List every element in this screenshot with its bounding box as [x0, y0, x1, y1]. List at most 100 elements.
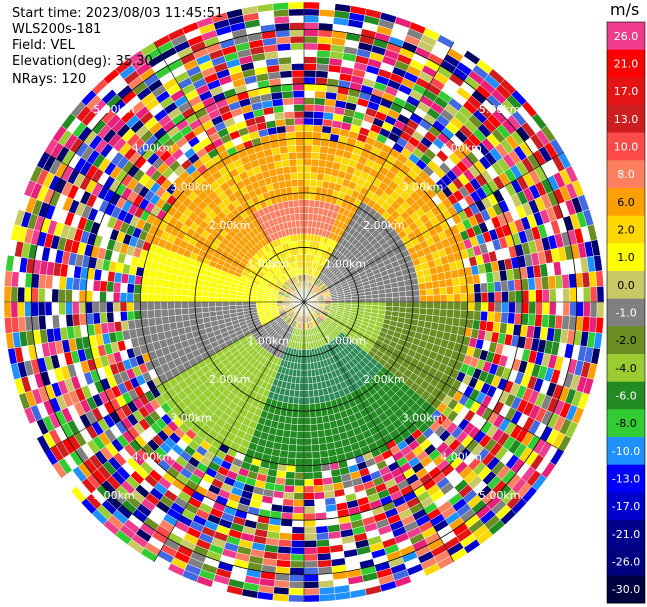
- velocity-gate: [278, 56, 292, 65]
- velocity-gate: [445, 316, 454, 326]
- velocity-gate: [17, 316, 27, 333]
- velocity-gate: [303, 519, 317, 528]
- velocity-gate: [487, 301, 496, 313]
- velocity-gate: [282, 498, 294, 507]
- velocity-gate: [44, 301, 53, 316]
- velocity-gate: [303, 42, 318, 51]
- velocity-gate: [431, 315, 440, 324]
- velocity-gate: [160, 286, 169, 296]
- velocity-gate: [289, 567, 305, 575]
- velocity-gate: [307, 369, 313, 378]
- velocity-gate: [555, 301, 564, 316]
- velocity-gate: [316, 43, 332, 52]
- velocity-gate: [85, 312, 95, 326]
- velocity-gate: [358, 301, 366, 306]
- velocity-gate: [4, 317, 13, 334]
- velocity-gate: [299, 213, 305, 221]
- velocity-gate: [300, 356, 305, 364]
- velocity-gate: [65, 313, 74, 328]
- velocity-gate: [300, 240, 305, 248]
- velocity-gate: [317, 166, 326, 175]
- velocity-gate: [412, 301, 421, 309]
- velocity-gate: [303, 172, 312, 180]
- velocity-gate: [316, 422, 325, 432]
- velocity-gate: [292, 90, 305, 98]
- velocity-gate: [385, 301, 393, 307]
- velocity-gate: [17, 301, 26, 318]
- velocity-gate: [306, 355, 311, 364]
- velocity-gate: [194, 301, 203, 308]
- velocity-gate: [281, 90, 294, 99]
- velocity-gate: [147, 277, 157, 287]
- velocity-gate: [221, 297, 230, 303]
- velocity-gate: [181, 301, 189, 309]
- velocity-gate: [535, 301, 543, 315]
- velocity-gate: [140, 293, 148, 303]
- velocity-gate: [419, 307, 427, 316]
- velocity-gate: [288, 444, 297, 453]
- velocity-gate: [297, 417, 305, 425]
- velocity-gate: [288, 206, 295, 215]
- velocity-gate: [309, 417, 318, 425]
- velocity-gate: [181, 288, 189, 297]
- velocity-gate: [37, 301, 46, 317]
- velocity-gate: [316, 172, 325, 182]
- velocity-gate: [295, 458, 305, 466]
- velocity-gate: [419, 301, 427, 309]
- velocity-gate: [365, 301, 373, 306]
- velocity-gate: [153, 301, 162, 311]
- velocity-gate: [174, 314, 184, 323]
- velocity-gate: [51, 275, 61, 290]
- velocity-gate: [153, 309, 162, 318]
- velocity-gate: [133, 283, 142, 294]
- velocity-gate: [290, 42, 305, 51]
- velocity-gate: [58, 288, 66, 303]
- velocity-gate: [292, 192, 299, 201]
- velocity-gate: [126, 310, 135, 321]
- velocity-gate: [112, 291, 121, 303]
- velocity-gate: [24, 287, 32, 303]
- velocity-gate: [293, 499, 305, 507]
- velocity-gate: [289, 430, 298, 439]
- velocity-gate: [292, 506, 305, 514]
- velocity-gate: [547, 314, 557, 329]
- velocity-gate: [51, 288, 60, 303]
- velocity-gate: [174, 281, 184, 290]
- velocity-gate: [426, 301, 434, 310]
- velocity-gate: [235, 301, 243, 306]
- velocity-gate: [295, 444, 305, 453]
- velocity-gate: [174, 301, 182, 310]
- velocity-gate: [282, 166, 291, 175]
- velocity-gate: [228, 297, 237, 303]
- velocity-gate: [303, 342, 307, 350]
- velocity-gate: [308, 396, 315, 405]
- velocity-gate: [31, 301, 39, 317]
- velocity-gate: [309, 179, 318, 187]
- velocity-gate: [303, 226, 309, 235]
- velocity-gate: [316, 552, 332, 561]
- velocity-gate: [473, 310, 482, 321]
- velocity-gate: [508, 301, 516, 314]
- velocity-gate: [289, 22, 305, 30]
- velocity-gate: [312, 382, 319, 391]
- velocity-gate: [289, 35, 305, 44]
- velocity-gate: [310, 423, 318, 432]
- velocity-gate: [194, 307, 203, 314]
- velocity-gate: [486, 311, 495, 323]
- velocity-gate: [279, 70, 293, 79]
- velocity-gate: [542, 301, 550, 316]
- velocity-gate: [92, 301, 100, 314]
- velocity-gate: [303, 465, 314, 473]
- velocity-gate: [500, 312, 509, 324]
- velocity-gate: [58, 314, 67, 328]
- velocity-gate: [472, 319, 481, 330]
- velocity-gate: [303, 131, 314, 139]
- velocity-gate: [308, 383, 314, 391]
- velocity-gate: [276, 125, 287, 134]
- velocity-gate: [290, 540, 305, 548]
- velocity-gate: [291, 526, 305, 535]
- velocity-gate: [126, 301, 135, 312]
- velocity-gate: [309, 403, 316, 412]
- velocity-gate: [113, 281, 122, 293]
- velocity-gate: [303, 233, 308, 241]
